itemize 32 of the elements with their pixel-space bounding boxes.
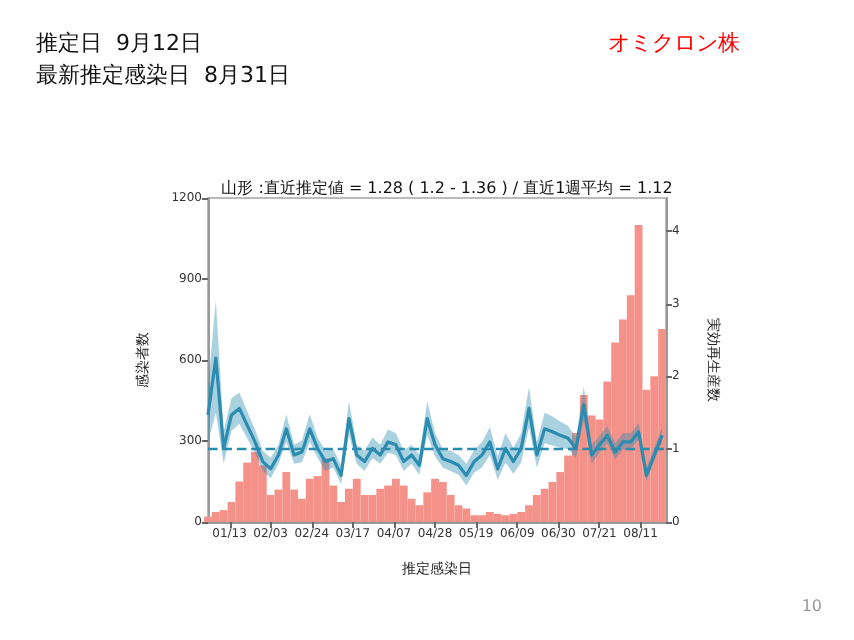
bar: [485, 512, 494, 522]
bar: [438, 482, 447, 522]
bar: [462, 508, 471, 522]
bar: [368, 495, 377, 522]
bar: [204, 516, 212, 522]
bar: [501, 515, 510, 522]
bar: [391, 478, 400, 522]
text: 推定日 9月12日: [36, 30, 202, 56]
bar: [282, 472, 291, 522]
bar: [431, 478, 439, 522]
bar: [211, 512, 220, 522]
bar: [658, 328, 666, 522]
chart-title: 山形 :直近推定値 = 1.28 ( 1.2 - 1.36 ) / 直近1週平均 = 1.12: [221, 179, 673, 197]
bar: [384, 485, 392, 522]
text: 最新推定感染日 8月31日: [36, 62, 290, 88]
bar: [470, 515, 479, 522]
bar: [517, 512, 526, 522]
text: オミクロン株: [608, 30, 740, 56]
bar: [352, 478, 361, 522]
bar: [478, 515, 486, 522]
bar: [540, 488, 549, 522]
bar: [532, 495, 541, 522]
line-series: [206, 356, 664, 477]
bar: [399, 485, 408, 522]
bar: [634, 225, 643, 522]
bar: [251, 451, 259, 522]
text: 10: [801, 597, 823, 615]
bar: [305, 478, 314, 522]
bar: [219, 510, 228, 522]
bar: [493, 513, 502, 522]
bar: [509, 513, 518, 522]
bar: [376, 488, 385, 522]
